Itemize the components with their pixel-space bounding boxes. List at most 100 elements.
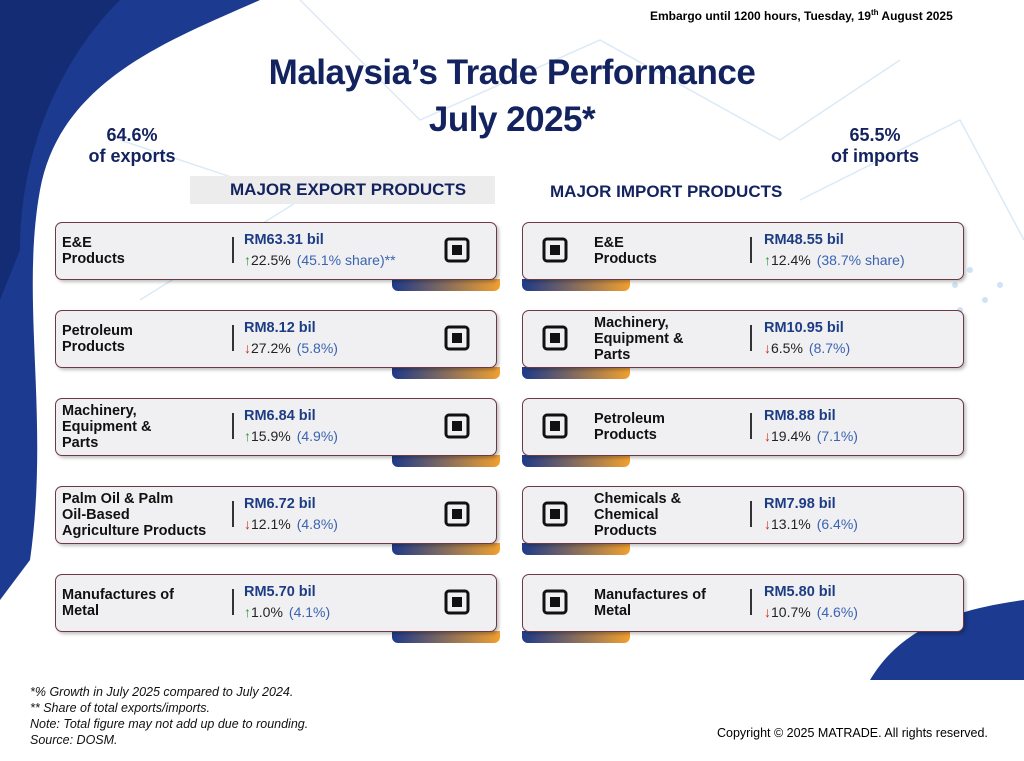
section-heading: MAJOR IMPORT PRODUCTS <box>550 182 783 201</box>
embargo-text: August 2025 <box>878 9 953 23</box>
embargo-text: Embargo until 1200 hours, Tuesday, 19 <box>650 9 871 23</box>
separator <box>750 325 752 351</box>
card-tab <box>392 279 500 291</box>
growth: ↑15.9% <box>244 428 291 444</box>
title: July 2025* <box>428 100 596 139</box>
growth: ↓12.1% <box>244 516 291 532</box>
product-card <box>55 222 497 280</box>
product-name: E&E Products <box>594 235 657 267</box>
product-value: RM63.31 bil <box>244 232 324 248</box>
growth: ↓13.1% <box>764 516 811 532</box>
card-tab <box>392 631 500 643</box>
product-card <box>522 486 964 544</box>
share: (4.1%) <box>288 604 331 620</box>
card-tab <box>522 455 630 467</box>
product-name: Machinery, Equipment & Parts <box>62 403 152 451</box>
product-name: Petroleum Products <box>62 323 133 355</box>
product-card <box>522 222 964 280</box>
separator <box>232 237 234 263</box>
growth: ↑12.4% <box>764 252 811 268</box>
card-tab <box>392 543 500 555</box>
title: Malaysia’s Trade Performance <box>268 53 756 92</box>
separator <box>750 413 752 439</box>
icon <box>542 413 568 439</box>
share: (7.1%) <box>816 428 858 444</box>
growth-row: ↑12.4% (38.7% share) <box>764 252 905 270</box>
growth: ↓27.2% <box>244 340 291 356</box>
growth-row: ↓13.1% (6.4%) <box>764 516 858 534</box>
icon <box>542 325 568 351</box>
summary-value: 65.5% <box>849 125 901 145</box>
growth: ↓19.4% <box>764 428 811 444</box>
icon <box>542 237 568 263</box>
share: (6.4%) <box>816 516 858 532</box>
share: (8.7%) <box>808 340 851 356</box>
product-value: RM5.80 bil <box>764 584 836 600</box>
icon <box>444 501 470 527</box>
product-card <box>55 574 497 632</box>
icon <box>542 501 568 527</box>
growth-row: ↓12.1% (4.8%) <box>244 516 338 534</box>
share: (38.7% share) <box>816 252 905 268</box>
product-card <box>522 574 964 632</box>
product-value: RM8.88 bil <box>764 408 836 424</box>
growth: ↑1.0% <box>244 604 283 620</box>
icon <box>542 589 568 615</box>
exports-summary: 64.6% of exports <box>52 125 212 167</box>
footnote: Source: DOSM. <box>30 733 118 747</box>
imports-summary: 65.5% of imports <box>795 125 955 167</box>
section-heading: MAJOR EXPORT PRODUCTS <box>190 176 495 204</box>
product-value: RM8.12 bil <box>244 320 316 336</box>
growth-row: ↑1.0% (4.1%) <box>244 604 330 622</box>
separator <box>750 501 752 527</box>
product-value: RM6.84 bil <box>244 408 316 424</box>
share: (45.1% share)** <box>296 252 396 268</box>
card-tab <box>522 543 630 555</box>
separator <box>232 589 234 615</box>
card-tab <box>392 367 500 379</box>
product-card <box>55 398 497 456</box>
share: (5.8%) <box>296 340 338 356</box>
share: (4.6%) <box>816 604 858 620</box>
product-card <box>522 398 964 456</box>
product-name: E&E Products <box>62 235 125 267</box>
icon <box>444 325 470 351</box>
footnote: *% Growth in July 2025 compared to July … <box>30 685 294 699</box>
growth: ↓6.5% <box>764 340 803 356</box>
product-value: RM7.98 bil <box>764 496 836 512</box>
growth-row: ↓6.5% (8.7%) <box>764 340 850 358</box>
product-value: RM10.95 bil <box>764 320 844 336</box>
growth-row: ↓27.2% (5.8%) <box>244 340 338 358</box>
product-name: Petroleum Products <box>594 411 665 443</box>
icon <box>444 237 470 263</box>
embargo-sup: th <box>870 8 879 17</box>
product-name: Chemicals & Chemical Products <box>594 491 682 539</box>
icon <box>444 589 470 615</box>
card-tab <box>522 367 630 379</box>
product-name: Machinery, Equipment & Parts <box>594 315 684 363</box>
footnote: Note: Total figure may not add up due to… <box>30 717 309 731</box>
growth: ↑22.5% <box>244 252 291 268</box>
icon <box>444 413 470 439</box>
product-value: RM48.55 bil <box>764 232 844 248</box>
separator <box>232 501 234 527</box>
product-value: RM6.72 bil <box>244 496 316 512</box>
card-tab <box>392 455 500 467</box>
share: (4.8%) <box>296 516 338 532</box>
product-card <box>55 310 497 368</box>
growth-row: ↓10.7% (4.6%) <box>764 604 858 622</box>
growth-row: ↑22.5% (45.1% share)** <box>244 252 396 270</box>
product-name: Manufactures of Metal <box>62 587 174 619</box>
copyright: Copyright © 2025 MATRADE. All rights res… <box>717 726 988 740</box>
card-tab <box>522 631 630 643</box>
product-name: Palm Oil & Palm Oil-Based Agriculture Pr… <box>62 491 207 539</box>
footnote: ** Share of total exports/imports. <box>30 701 210 715</box>
summary-value: 64.6% <box>106 125 158 145</box>
growth: ↓10.7% <box>764 604 811 620</box>
separator <box>750 237 752 263</box>
summary-label: of exports <box>88 146 176 166</box>
product-value: RM5.70 bil <box>244 584 316 600</box>
separator <box>232 413 234 439</box>
